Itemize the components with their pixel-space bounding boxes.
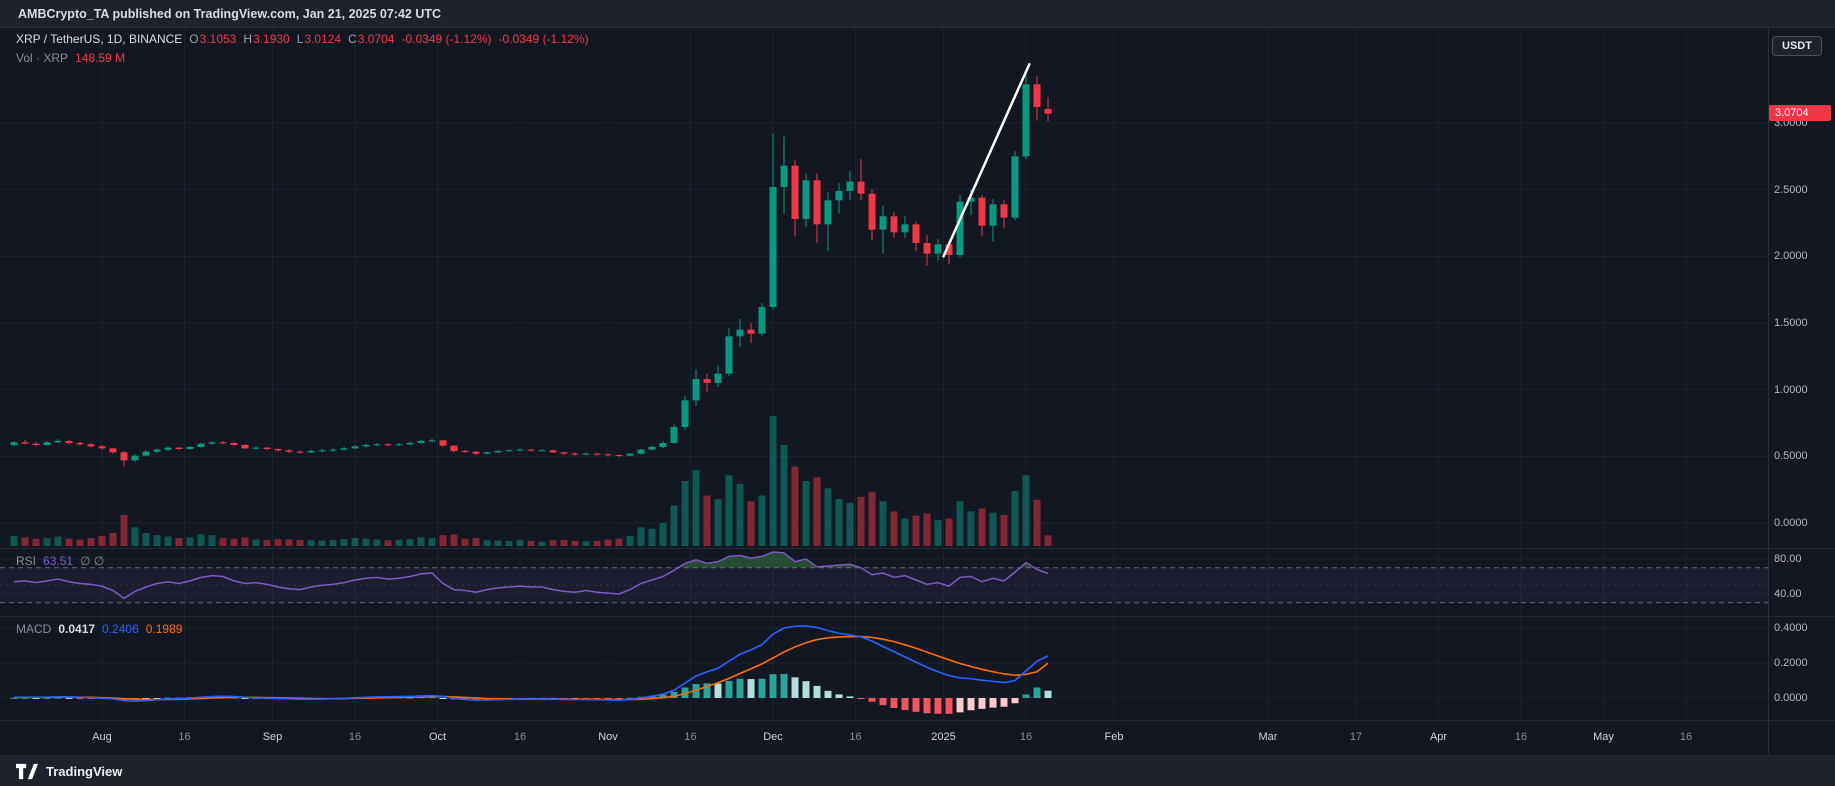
rsi-scale-label: 40.00	[1774, 588, 1802, 600]
macd-scale-label: 0.4000	[1774, 622, 1808, 634]
high-value: 3.1930	[253, 32, 290, 46]
time-axis-label: Sep	[262, 731, 283, 743]
ohlc-close: C 3.0704	[348, 32, 394, 46]
macd-scale-label: 0.0000	[1774, 692, 1808, 704]
rsi-na-markers: ∅ ∅	[80, 554, 105, 568]
time-axis-label: Mar	[1258, 731, 1278, 743]
macd-histogram-value: 0.0417	[58, 622, 96, 636]
time-axis-label: 16	[1514, 731, 1528, 743]
time-axis-label: 16	[178, 731, 191, 743]
ohlc-high: H 3.1930	[243, 32, 289, 46]
time-axis-label: Nov	[598, 731, 618, 743]
volume-value: 148.59 M	[75, 51, 126, 65]
price-scale-label: 2.5000	[1774, 183, 1808, 196]
volume-label: Vol · XRP	[16, 51, 69, 65]
macd-signal-value: 0.1989	[145, 622, 183, 636]
time-axis-label: Oct	[428, 731, 447, 743]
pane-separator-rsi-macd[interactable]	[0, 616, 1835, 617]
time-axis-label: Dec	[763, 731, 783, 743]
time-axis-label: 16	[1679, 731, 1693, 743]
macd-legend[interactable]: MACD 0.0417 0.2406 0.1989	[16, 622, 182, 636]
time-axis-label: 17	[1349, 731, 1363, 743]
macd-label: MACD	[16, 622, 52, 636]
ohlc-low: L 3.0124	[297, 32, 341, 46]
symbol-legend[interactable]: XRP / TetherUS, 1D, BINANCE O 3.1053 H 3.1…	[16, 32, 589, 46]
change-percent: -0.0349 (-1.12%)	[498, 32, 589, 46]
price-scale-label: 1.5000	[1774, 317, 1808, 329]
macd-line-value: 0.2406	[102, 622, 139, 636]
open-key: O	[189, 32, 199, 46]
change-absolute: -0.0349 (-1.12%)	[401, 32, 492, 46]
close-key: C	[348, 32, 357, 46]
ohlc-open: O 3.1053	[189, 32, 236, 46]
time-axis-label: Apr	[1429, 731, 1448, 743]
price-scale-label: 0.0000	[1774, 517, 1808, 529]
tradingview-logo-icon	[16, 763, 38, 779]
rsi-label: RSI	[16, 554, 37, 568]
last-price-tag: 3.0704	[1769, 105, 1831, 121]
time-axis-label: Aug	[92, 731, 112, 743]
high-key: H	[243, 32, 253, 46]
low-value: 3.0124	[304, 32, 342, 46]
symbol-title[interactable]: XRP / TetherUS, 1D, BINANCE	[16, 32, 183, 46]
price-scale-label: 0.5000	[1774, 450, 1808, 463]
footer-bar: TradingView	[0, 755, 1835, 786]
pane-separator-price-rsi[interactable]	[0, 548, 1835, 549]
time-axis-label: 16	[348, 731, 362, 743]
low-key: L	[296, 32, 304, 46]
currency-toggle-button[interactable]: USDT	[1772, 36, 1822, 56]
time-axis-label: 16	[513, 731, 527, 743]
price-scale-label: 1.0000	[1774, 383, 1808, 396]
time-scale-border	[0, 720, 1835, 721]
rsi-value: 63.51	[43, 554, 74, 568]
macd-scale-label: 0.2000	[1774, 657, 1808, 669]
publish-info-text: AMBCrypto_TA published on TradingView.co…	[18, 7, 442, 21]
close-value: 3.0704	[357, 32, 395, 46]
rsi-scale-label: 80.00	[1774, 553, 1802, 565]
time-axis-label: 16	[684, 731, 697, 743]
open-value: 3.1053	[199, 32, 237, 46]
time-axis-label: Feb	[1104, 731, 1124, 743]
brand-text[interactable]: TradingView	[46, 763, 123, 779]
time-axis-label: 2025	[931, 731, 956, 743]
volume-legend[interactable]: Vol · XRP 148.59 M	[16, 51, 125, 65]
rsi-legend[interactable]: RSI 63.51 ∅ ∅	[16, 554, 104, 568]
time-axis-label: May	[1593, 731, 1614, 743]
time-axis-label: 16	[1019, 731, 1033, 743]
publish-info-bar: AMBCrypto_TA published on TradingView.co…	[0, 0, 1835, 28]
price-scale-label: 2.0000	[1774, 250, 1808, 263]
price-scale-border	[1768, 28, 1769, 756]
time-axis-label: 16	[849, 731, 862, 743]
